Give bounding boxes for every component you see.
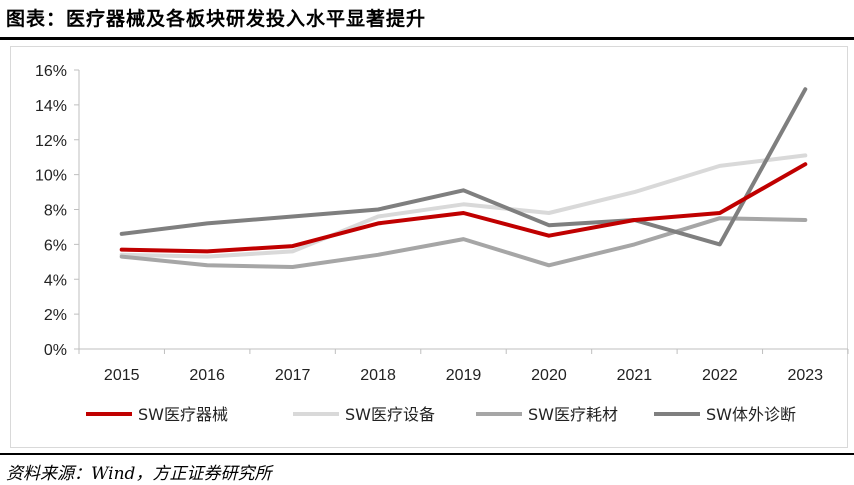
x-tick-label: 2019 <box>446 367 482 384</box>
title-rule <box>0 37 854 40</box>
x-tick-label: 2018 <box>360 367 396 384</box>
x-tick-label: 2015 <box>104 367 140 384</box>
chart-title: 图表：医疗器械及各板块研发投入水平显著提升 <box>6 8 427 30</box>
y-axis: 0% 2% 4% 6% 8% 10% 12% 14% 16% <box>35 63 80 359</box>
x-tick-label: 2020 <box>531 367 567 384</box>
x-tick-label: 2022 <box>702 367 738 384</box>
x-tick-label: 2017 <box>275 367 311 384</box>
legend-label: SW医疗设备 <box>345 405 435 424</box>
y-tick-label: 8% <box>44 203 67 220</box>
source-note: 资料来源：Wind，方正证券研究所 <box>6 464 272 484</box>
legend: SW医疗器械 SW医疗设备 SW医疗耗材 SW体外诊断 <box>86 405 796 424</box>
source-rule <box>0 453 854 455</box>
series-line <box>119 153 808 259</box>
series-lines <box>119 87 808 269</box>
y-tick-label: 6% <box>44 237 67 254</box>
legend-label: SW医疗器械 <box>138 405 228 424</box>
chart-frame <box>10 46 848 448</box>
x-tick-label: 2023 <box>787 367 823 384</box>
legend-label: SW体外诊断 <box>706 405 796 424</box>
y-tick-label: 2% <box>44 307 67 324</box>
series-line <box>119 87 808 247</box>
y-tick-label: 12% <box>35 133 67 150</box>
x-axis: 2015 2016 2017 2018 2019 2020 2021 2022 2023 <box>78 348 849 384</box>
x-tick-label: 2021 <box>617 367 653 384</box>
legend-label: SW医疗耗材 <box>528 405 618 424</box>
y-tick-label: 16% <box>35 63 67 80</box>
y-tick-label: 4% <box>44 272 67 289</box>
y-tick-label: 10% <box>35 168 67 185</box>
x-tick-label: 2016 <box>189 367 225 384</box>
series-line <box>119 162 808 254</box>
y-tick-label: 0% <box>44 342 67 359</box>
y-tick-label: 14% <box>35 98 67 115</box>
series-line <box>119 216 808 269</box>
